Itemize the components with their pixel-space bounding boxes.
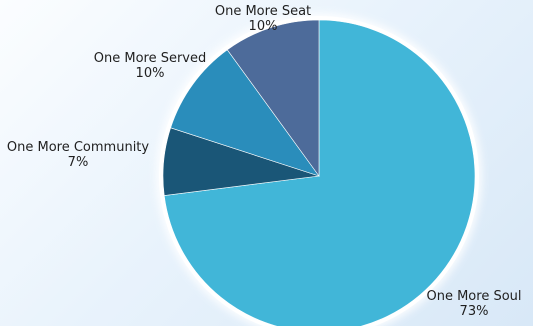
slice-name-one-more-seat: One More Seat <box>214 4 312 19</box>
slice-label-one-more-seat: One More Seat 10% <box>215 4 311 34</box>
slice-percent-one-more-community: 7% <box>67 155 89 170</box>
pie-slices <box>162 19 476 326</box>
slice-label-one-more-community: One More Community 7% <box>7 140 149 170</box>
pie-slice-one-more-served <box>170 49 320 177</box>
slice-percent-one-more-seat: 10% <box>248 19 278 34</box>
slice-name-one-more-community: One More Community <box>6 140 150 155</box>
slice-label-one-more-soul: One More Soul 73% <box>426 289 521 319</box>
slice-name-one-more-soul: One More Soul <box>426 289 522 304</box>
slice-name-one-more-served: One More Served <box>93 51 207 66</box>
pie-slice-one-more-soul <box>163 19 476 326</box>
slice-percent-one-more-soul: 73% <box>459 304 489 319</box>
pie-slice-one-more-seat <box>226 19 320 177</box>
slice-percent-one-more-served: 10% <box>135 66 165 81</box>
slice-label-one-more-served: One More Served 10% <box>94 51 207 81</box>
